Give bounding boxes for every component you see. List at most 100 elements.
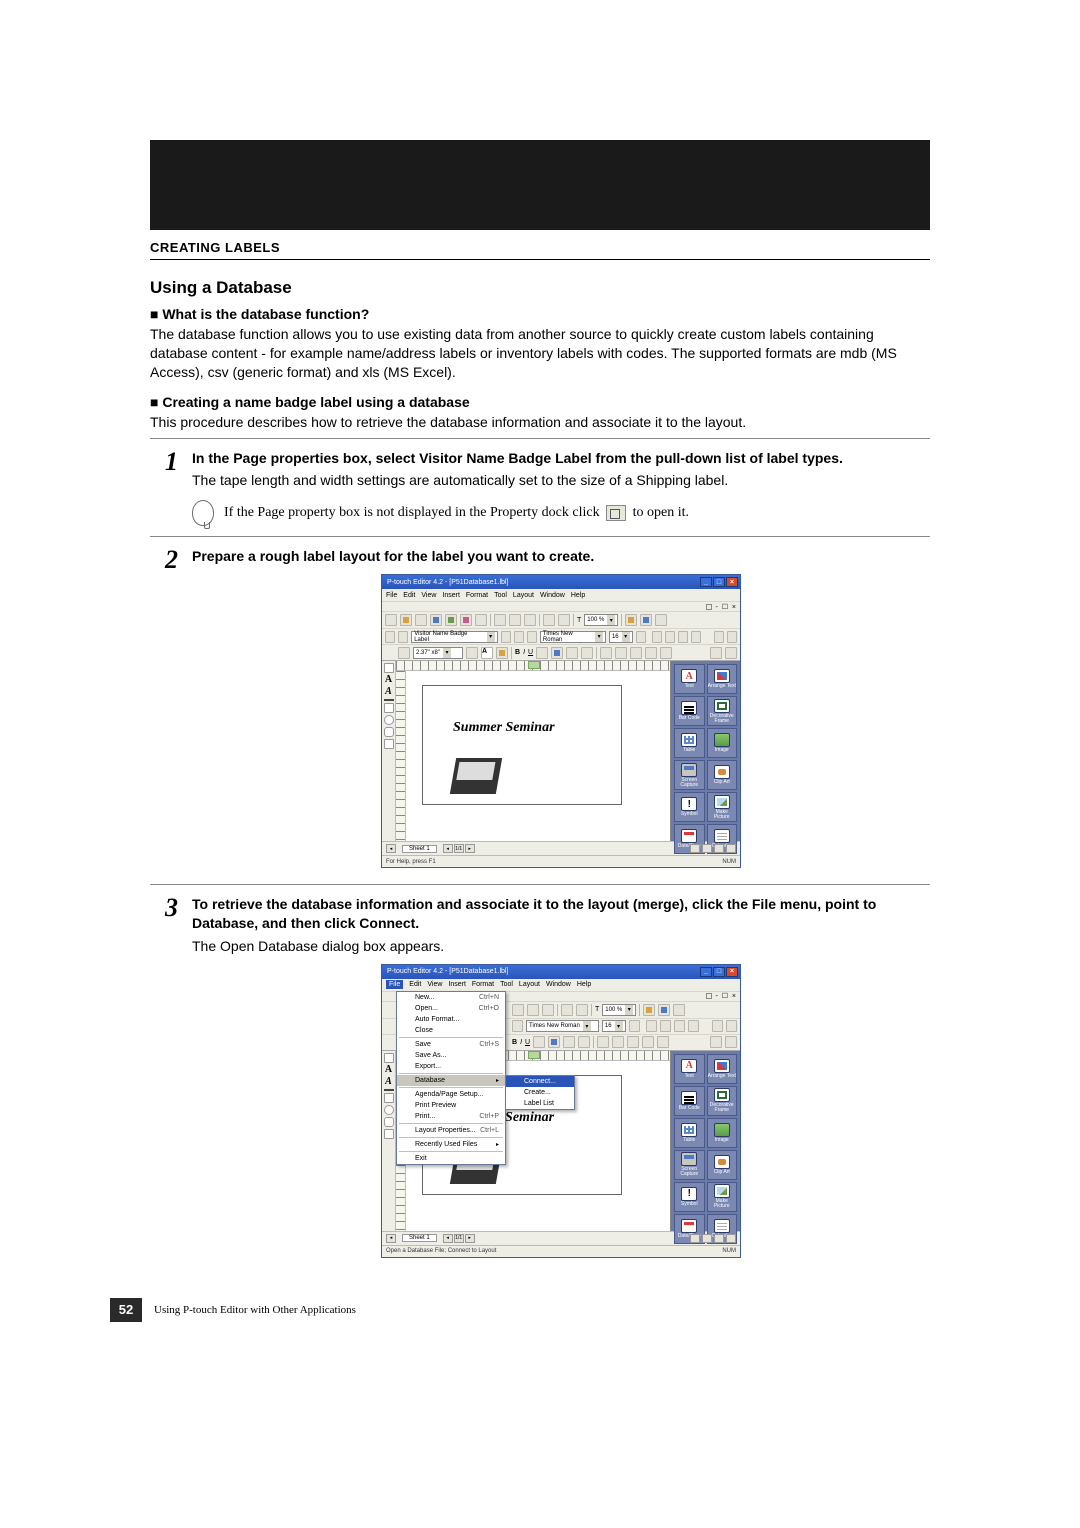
toolbar-icon[interactable] bbox=[636, 631, 646, 643]
toolbar-icon[interactable] bbox=[688, 1020, 699, 1032]
tool-icon[interactable] bbox=[384, 1053, 394, 1063]
toolbar-icon[interactable] bbox=[514, 631, 524, 643]
toolbar-icon[interactable] bbox=[714, 631, 724, 643]
toolbar-icon[interactable] bbox=[640, 614, 652, 626]
tool-icon[interactable] bbox=[384, 1129, 394, 1139]
toolbar-icon[interactable] bbox=[646, 1020, 657, 1032]
toolbar-icon[interactable] bbox=[385, 631, 395, 643]
text-tool-icon[interactable]: A bbox=[385, 1065, 392, 1075]
toolbar-icon[interactable] bbox=[578, 1036, 590, 1048]
palette-item[interactable]: Clip Art bbox=[707, 760, 738, 790]
toolbar-icon[interactable] bbox=[415, 614, 427, 626]
toolbar-icon[interactable] bbox=[576, 1004, 588, 1016]
palette-item[interactable]: Clip Art bbox=[707, 1150, 738, 1180]
toolbar-icon[interactable] bbox=[445, 614, 457, 626]
toolbar-icon[interactable] bbox=[460, 614, 472, 626]
menu-item[interactable]: Tool bbox=[494, 592, 507, 599]
line-tool-icon[interactable] bbox=[384, 1089, 394, 1091]
toolbar-icon[interactable] bbox=[673, 1004, 685, 1016]
window-close-button[interactable]: × bbox=[726, 967, 738, 977]
toolbar-icon[interactable] bbox=[643, 1004, 655, 1016]
toolbar-icon[interactable] bbox=[385, 614, 397, 626]
menu-item[interactable]: Recently Used Files▸ bbox=[397, 1139, 505, 1150]
menu-item[interactable]: Print Preview bbox=[397, 1100, 505, 1111]
sheet-tab[interactable]: Sheet 1 bbox=[402, 845, 437, 853]
toolbar-icon[interactable] bbox=[466, 647, 478, 659]
ellipse-tool-icon[interactable] bbox=[384, 715, 394, 725]
sheet-tab[interactable]: Sheet 1 bbox=[402, 1234, 437, 1242]
toolbar-icon[interactable] bbox=[597, 1036, 609, 1048]
toolbar-icon[interactable] bbox=[527, 631, 537, 643]
toolbar-icon[interactable] bbox=[398, 647, 410, 659]
menu-item[interactable]: Label List bbox=[506, 1098, 574, 1109]
toolbar-icon[interactable] bbox=[657, 1036, 669, 1048]
toolbar-icon[interactable] bbox=[725, 647, 737, 659]
toolbar-icon[interactable] bbox=[710, 647, 722, 659]
window-minimize-button[interactable]: _ bbox=[700, 577, 712, 587]
menu-item[interactable]: Print...Ctrl+P bbox=[397, 1111, 505, 1122]
menu-item[interactable]: Edit bbox=[403, 592, 415, 599]
menu-item[interactable]: Insert bbox=[442, 592, 460, 599]
palette-item[interactable]: Bar Code bbox=[674, 1086, 705, 1116]
menu-item[interactable]: Open...Ctrl+O bbox=[397, 1003, 505, 1014]
window-maximize-button[interactable]: □ bbox=[713, 577, 725, 587]
menu-item[interactable]: Help bbox=[571, 592, 585, 599]
toolbar-icon[interactable] bbox=[561, 1004, 573, 1016]
toolbar-icon[interactable] bbox=[501, 631, 511, 643]
toolbar-icon[interactable] bbox=[536, 647, 548, 659]
toolbar-icon[interactable] bbox=[494, 614, 506, 626]
rect-tool-icon[interactable] bbox=[384, 703, 394, 713]
toolbar-icon[interactable] bbox=[548, 1036, 560, 1048]
toolbar-icon[interactable] bbox=[527, 1004, 539, 1016]
label-rectangle[interactable]: Summer Seminar bbox=[422, 685, 622, 805]
palette-item[interactable]: Image bbox=[707, 728, 738, 758]
toolbar-icon[interactable] bbox=[658, 1004, 670, 1016]
palette-item[interactable]: Screen Capture bbox=[674, 760, 705, 790]
menu-item[interactable]: Close bbox=[397, 1025, 505, 1036]
menu-item[interactable]: Format bbox=[466, 592, 488, 599]
menu-item[interactable]: Auto Format... bbox=[397, 1014, 505, 1025]
menu-item[interactable]: Connect... bbox=[506, 1076, 574, 1087]
toolbar-icon[interactable] bbox=[512, 1020, 523, 1032]
toolbar-icon[interactable] bbox=[400, 614, 412, 626]
palette-item[interactable]: Decorative Frame bbox=[707, 1086, 738, 1116]
menu-item[interactable]: Export... bbox=[397, 1061, 505, 1072]
toolbar-icon[interactable] bbox=[566, 647, 578, 659]
menu-item[interactable]: Create... bbox=[506, 1087, 574, 1098]
toolbar-icon[interactable] bbox=[630, 647, 642, 659]
toolbar-icon[interactable] bbox=[674, 1020, 685, 1032]
toolbar-icon[interactable] bbox=[655, 614, 667, 626]
tool-icon[interactable] bbox=[384, 663, 394, 673]
menu-item[interactable]: New...Ctrl+N bbox=[397, 992, 505, 1003]
toolbar-icon[interactable] bbox=[725, 1036, 737, 1048]
toolbar-icon[interactable] bbox=[665, 631, 675, 643]
toolbar-icon[interactable] bbox=[691, 631, 701, 643]
palette-item[interactable]: Symbol bbox=[674, 1182, 705, 1212]
toolbar-icon[interactable] bbox=[615, 647, 627, 659]
font-combo[interactable]: Times New Roman▾ bbox=[540, 631, 606, 643]
palette-item[interactable]: Decorative Frame bbox=[707, 696, 738, 726]
toolbar-icon[interactable] bbox=[660, 1020, 671, 1032]
toolbar-icon[interactable] bbox=[627, 1036, 639, 1048]
ellipse-tool-icon[interactable] bbox=[384, 1105, 394, 1115]
toolbar-icon[interactable] bbox=[625, 614, 637, 626]
palette-item[interactable]: Make Picture bbox=[707, 1182, 738, 1212]
menu-item[interactable]: SaveCtrl+S bbox=[397, 1039, 505, 1050]
menu-item[interactable]: Tool bbox=[500, 981, 513, 988]
palette-item[interactable]: Symbol bbox=[674, 792, 705, 822]
menu-item[interactable]: File bbox=[386, 980, 403, 989]
menu-item[interactable]: Window bbox=[546, 981, 571, 988]
menu-item[interactable]: Edit bbox=[409, 981, 421, 988]
line-tool-icon[interactable] bbox=[384, 699, 394, 701]
canvas[interactable]: Summer Seminar bbox=[396, 661, 670, 841]
text-tool-icon[interactable]: A bbox=[385, 1077, 392, 1087]
window-close-button[interactable]: × bbox=[726, 577, 738, 587]
label-type-combo[interactable]: Visitor Name Badge Label▾ bbox=[411, 631, 497, 643]
menu-item[interactable]: Insert bbox=[448, 981, 466, 988]
menu-item[interactable]: View bbox=[421, 592, 436, 599]
toolbar-icon[interactable] bbox=[398, 631, 408, 643]
window-minimize-button[interactable]: _ bbox=[700, 967, 712, 977]
menu-item[interactable]: Layout bbox=[519, 981, 540, 988]
palette-item[interactable]: Table bbox=[674, 728, 705, 758]
toolbar-icon[interactable] bbox=[612, 1036, 624, 1048]
